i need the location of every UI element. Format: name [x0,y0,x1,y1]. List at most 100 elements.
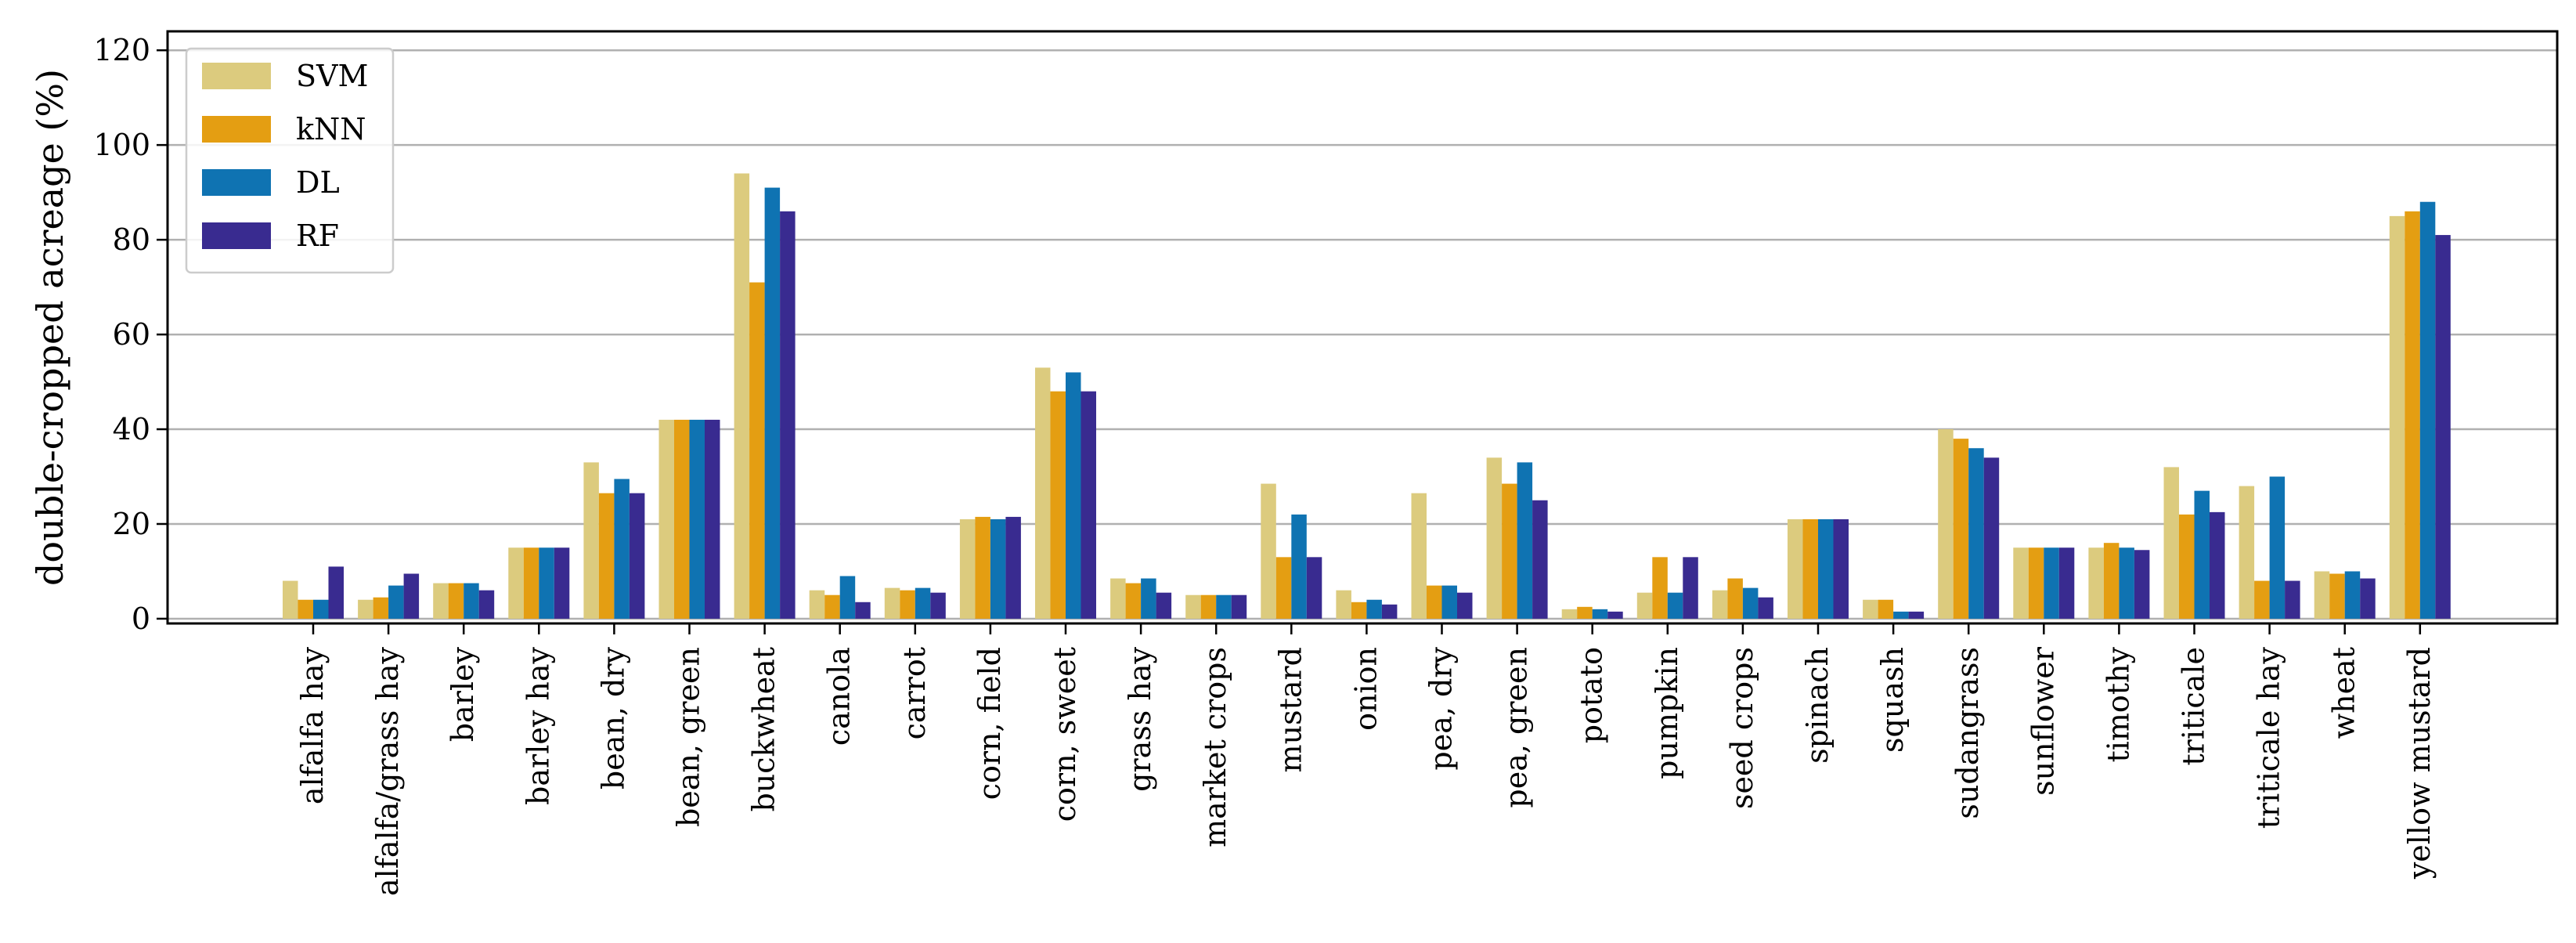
bar-svm [658,419,674,619]
x-tick-label: corn, sweet [1048,647,1082,822]
bar-rf [1758,597,1773,619]
legend: SVM kNN DL RF [185,47,395,274]
x-tick-label: squash [1875,647,1910,753]
bar-rf [1983,457,2000,619]
x-tick-label: wheat [2327,647,2361,739]
bar-dl [839,576,856,619]
x-tick-label: barley hay [521,646,555,804]
x-tick-label: alfalfa hay [295,646,330,804]
bar-dl [313,599,329,619]
bar-svm [1486,457,1503,619]
bar-rf [1833,518,1849,619]
bar-svm [734,173,750,619]
y-tick-label: 100 [93,128,150,162]
bar-knn [448,583,464,619]
bar-svm [433,583,449,619]
bar-svm [1261,483,1276,619]
bar-rf [2058,547,2075,619]
bar-svm [1185,594,1201,619]
bar-dl [464,583,479,619]
bar-rf [2360,578,2376,619]
y-tick-label: 60 [113,317,150,352]
bar-rf [478,590,495,619]
x-tick-label: mustard [1273,647,1308,772]
bar-svm [1712,590,1728,619]
y-tick-label: 40 [113,412,150,446]
legend-label-knn: kNN [296,112,366,146]
bar-dl [1291,514,1307,619]
bar-dl [2044,547,2059,619]
bar-svm [2314,571,2330,619]
bar-svm [1863,599,1878,619]
bar-knn [1727,578,1743,619]
x-tick-label: triticale [2177,647,2211,766]
legend-swatch-rf [202,222,271,249]
bar-dl [2419,201,2436,619]
x-tick-label: market crops [1198,647,1232,847]
bar-dl [1818,518,1834,619]
legend-swatch-dl [202,169,271,196]
bar-knn [1953,439,1969,619]
x-tick-label: pea, green [1499,647,1534,808]
bar-dl [2119,547,2134,619]
x-tick-label: yellow mustard [2402,647,2437,880]
x-tick-label: triticale hay [2252,646,2286,829]
bar-dl [915,587,931,619]
bar-knn [1200,594,1217,619]
axes: 0 20 40 60 80 100 120 alfalfa hay alfalfa/grass … [93,30,2559,896]
legend-box [185,47,395,274]
bar-dl [1893,611,1909,619]
bar-knn [2103,543,2120,619]
plot-frame [166,30,2559,625]
bar-svm [959,518,976,619]
bar-dl [1441,585,1457,619]
bar-dl [1141,578,1156,619]
bar-svm [508,547,524,619]
bar-dl [689,419,705,619]
y-tick-label: 20 [113,507,150,541]
bar-rf [1607,611,1623,619]
y-axis-title: double-cropped acreage (%) [29,69,71,586]
bar-rf [1156,592,1172,619]
bar-svm [283,580,298,619]
bar-knn [1125,583,1142,619]
bar-rf [1683,557,1698,619]
bar-knn [824,594,840,619]
bar-svm [809,590,825,619]
bar-knn [1577,606,1593,619]
bar-knn [2329,573,2345,619]
bar-dl [764,187,781,619]
bar-svm [1336,590,1351,619]
bar-knn [1050,391,1066,619]
bar-rf [2134,550,2150,619]
bar-rf [780,211,796,619]
bar-svm [1561,609,1578,619]
bar-rf [1532,500,1548,619]
bar-rf [2210,511,2225,619]
bar-dl [1517,462,1533,619]
bar-svm [583,462,599,619]
bar-dl [1742,587,1759,619]
bar-dl [1066,372,1081,619]
bar-knn [2028,547,2044,619]
bar-svm [884,587,900,619]
bar-rf [930,592,946,619]
x-tick-label: sudangrass [1950,647,1985,819]
bar-knn [1351,602,1367,619]
bar-svm [358,599,373,619]
bar-dl [1667,592,1683,619]
bar-rf [1457,592,1473,619]
bar-rf [554,547,570,619]
x-tick-label: alfalfa/grass hay [370,646,405,896]
x-tick-label: grass hay [1123,646,1157,791]
x-tick-label: pumpkin [1650,647,1684,779]
bar-knn [1502,483,1517,619]
bar-svm [1110,578,1126,619]
bar-knn [2179,514,2195,619]
bar-dl [1592,609,1608,619]
bar-rf [855,602,871,619]
x-tick-label: seed crops [1725,647,1759,809]
bar-dl [990,518,1006,619]
